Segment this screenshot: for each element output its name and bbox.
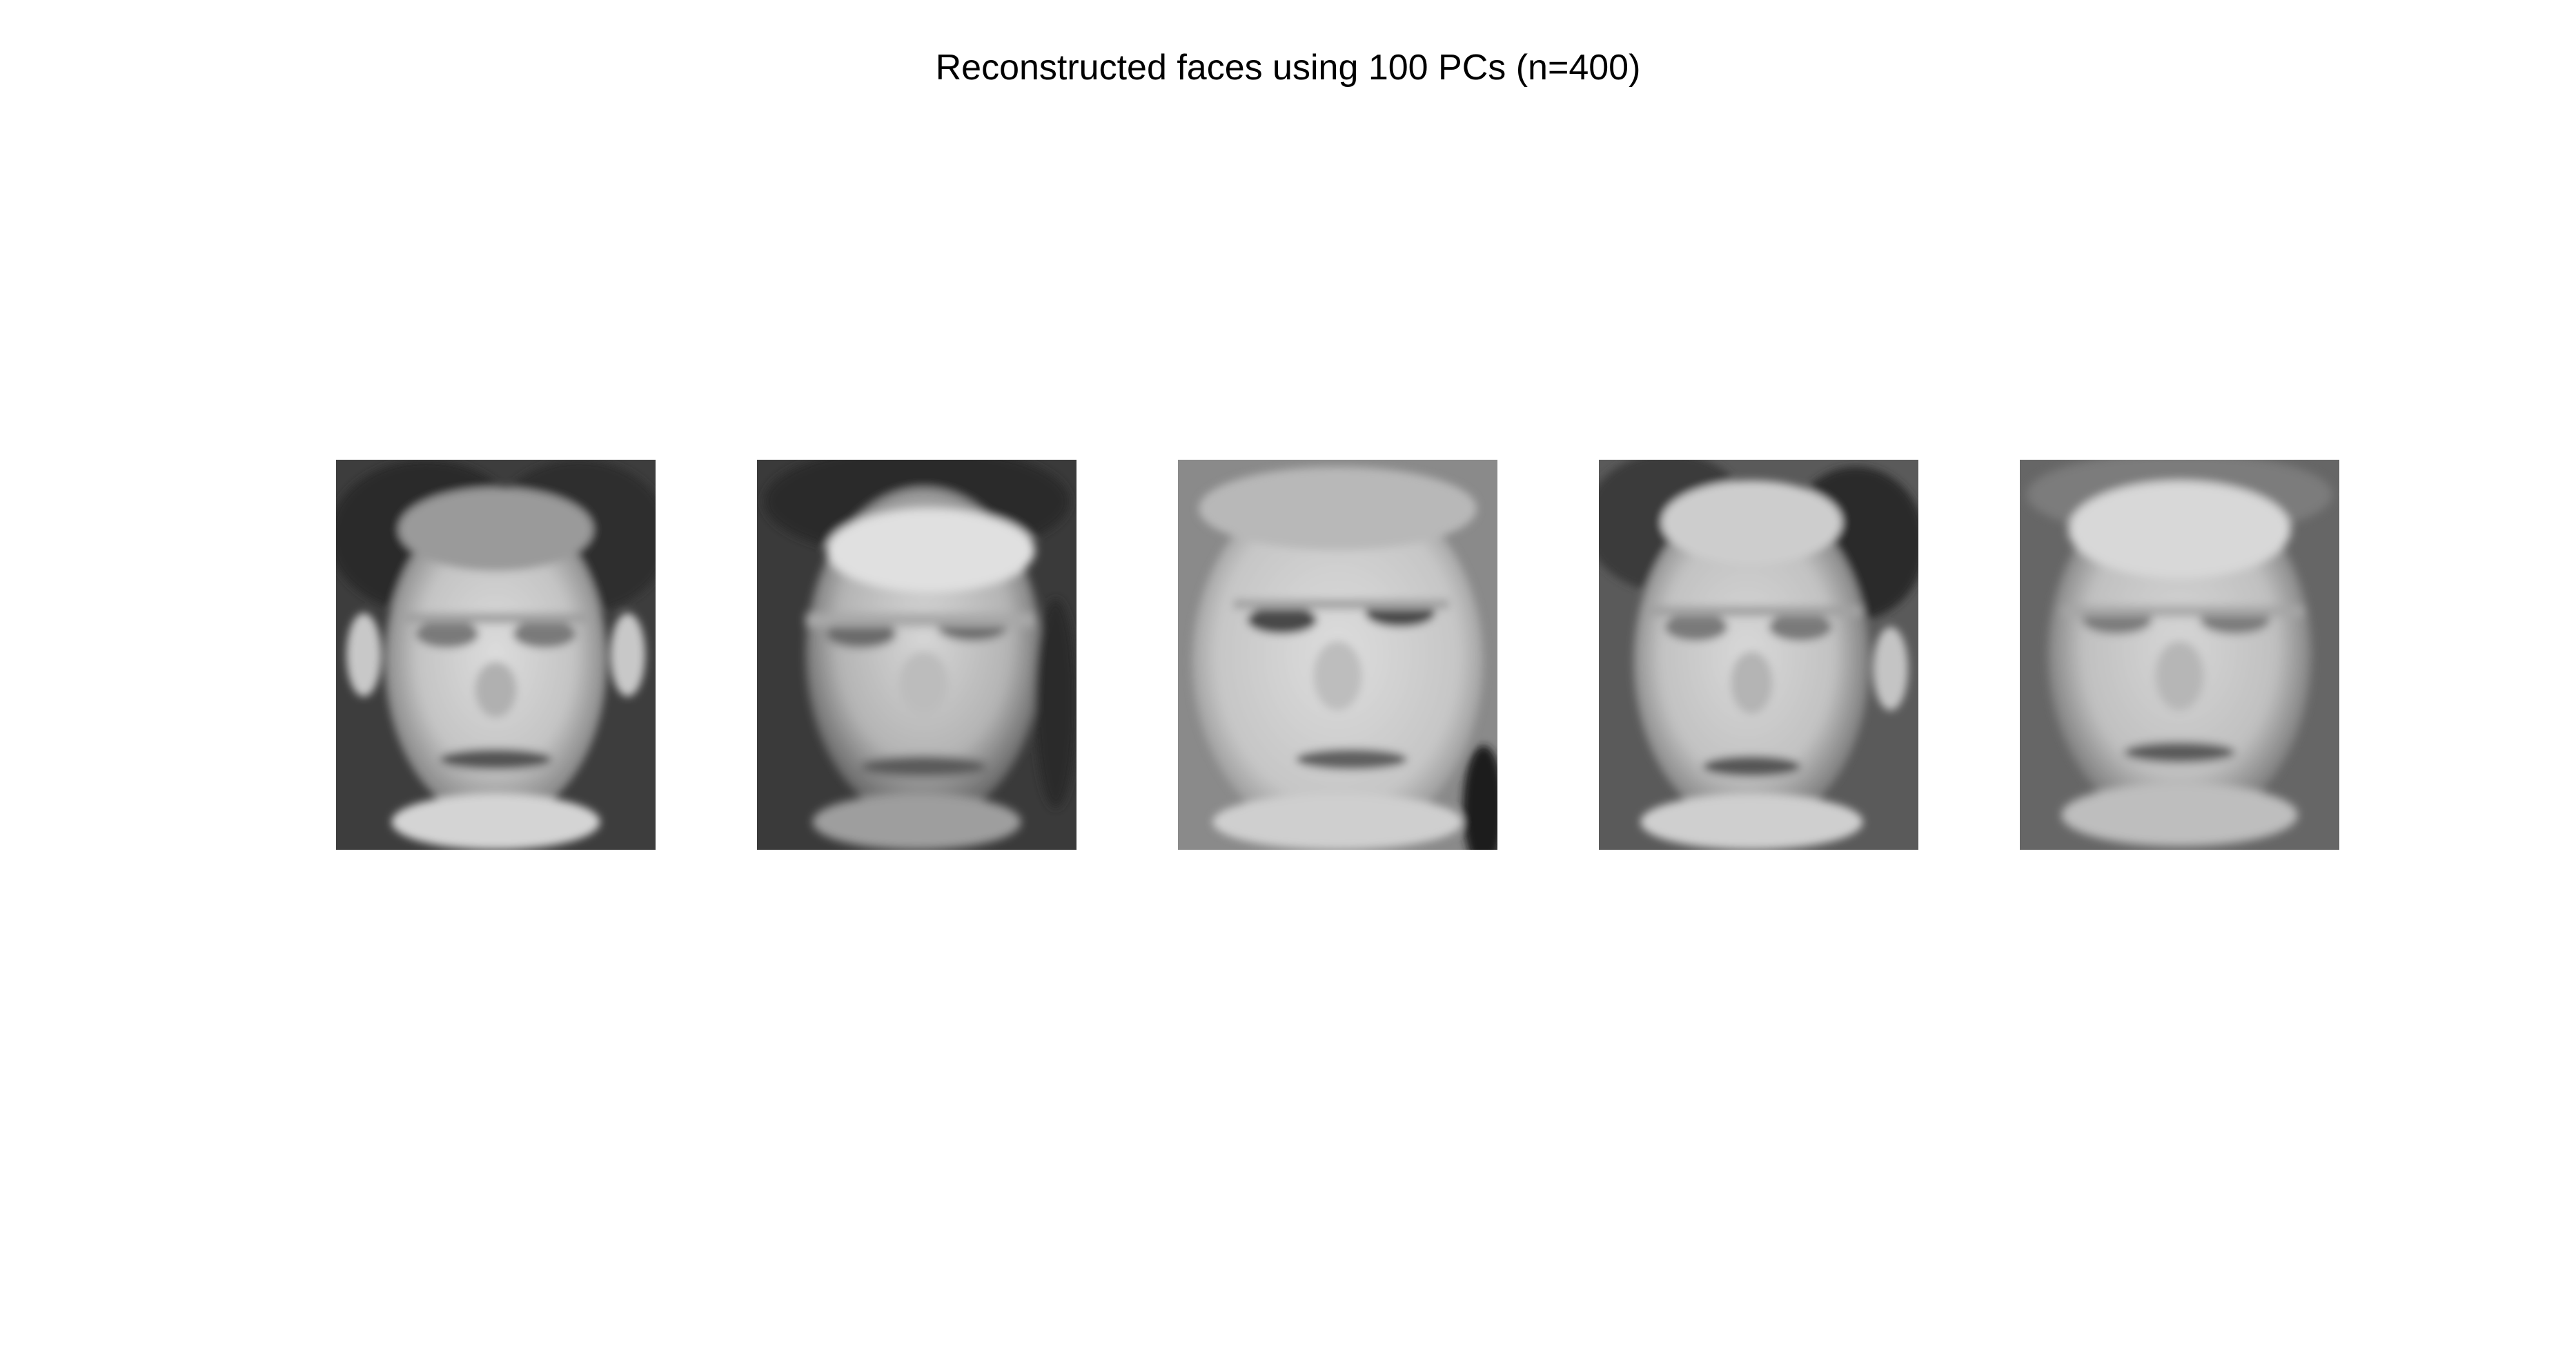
reconstructed-face-4 [1599, 460, 1918, 850]
reconstructed-face-3 [1178, 460, 1497, 850]
figure-title: Reconstructed faces using 100 PCs (n=400… [935, 48, 1641, 88]
reconstructed-face-2 [757, 460, 1076, 850]
reconstructed-face-1 [336, 460, 656, 850]
reconstructed-face-5 [2020, 460, 2339, 850]
